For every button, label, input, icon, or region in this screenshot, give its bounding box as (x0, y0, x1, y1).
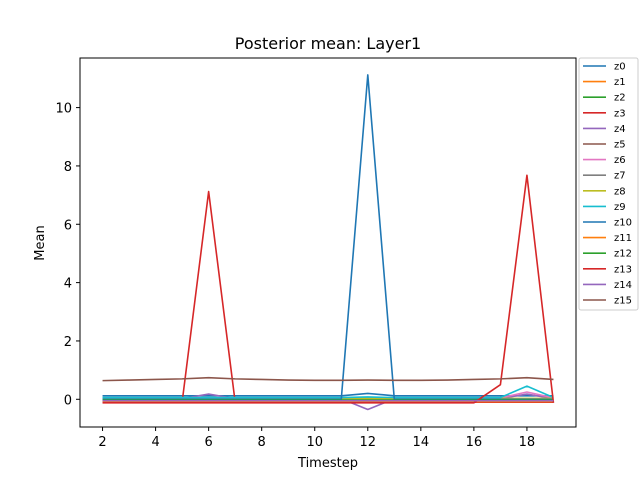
legend-label-z13: z13 (614, 264, 632, 275)
series-line-z13 (102, 174, 555, 404)
series-line-z9 (102, 385, 554, 399)
x-tick-label: 16 (466, 435, 483, 450)
plot-lines (102, 74, 555, 411)
y-tick-label: 0 (64, 393, 72, 408)
x-tick-label: 18 (519, 435, 536, 450)
series-line-z3 (102, 190, 554, 404)
series-line-z10 (102, 74, 554, 401)
y-tick-label: 8 (64, 160, 72, 175)
legend-label-z9: z9 (614, 202, 626, 213)
y-axis-label: Mean (33, 225, 48, 260)
legend-label-z7: z7 (614, 171, 626, 182)
y-tick-label: 2 (64, 335, 72, 350)
legend-label-z4: z4 (614, 124, 626, 135)
legend-label-z2: z2 (614, 93, 626, 104)
legend-label-z14: z14 (614, 280, 632, 291)
legend-label-z15: z15 (614, 296, 632, 307)
x-tick-label: 14 (413, 435, 430, 450)
legend-label-z0: z0 (614, 62, 626, 73)
legend-label-z11: z11 (614, 233, 632, 244)
legend-label-z1: z1 (614, 77, 626, 88)
x-axis-ticks: 2 4 6 8 10 12 14 16 18 (98, 427, 535, 450)
x-tick-label: 2 (98, 435, 106, 450)
x-axis-label: Timestep (297, 456, 358, 471)
chart-title: Posterior mean: Layer1 (235, 34, 421, 53)
legend-label-z10: z10 (614, 218, 632, 229)
x-tick-label: 8 (258, 435, 266, 450)
y-tick-label: 4 (64, 277, 72, 292)
series-line-z0 (102, 392, 554, 397)
legend-label-z5: z5 (614, 140, 626, 151)
series-line-z15 (102, 376, 554, 382)
plot-frame (79, 57, 577, 428)
legend-label-z8: z8 (614, 186, 626, 197)
x-tick-label: 4 (151, 435, 159, 450)
legend-label-z6: z6 (614, 155, 626, 166)
y-axis-ticks: 0 2 4 6 8 10 (55, 102, 80, 408)
x-tick-label: 10 (306, 435, 323, 450)
y-tick-label: 10 (55, 102, 72, 117)
legend-box (578, 57, 639, 311)
x-tick-label: 12 (360, 435, 377, 450)
x-tick-label: 6 (205, 435, 213, 450)
legend: z0 z1 z2 z3 z4 z5 z6 z7 z8 z9 z10 z11 z12 z13 z14 z15 (578, 57, 639, 311)
y-tick-label: 6 (64, 218, 72, 233)
legend-label-z12: z12 (614, 249, 632, 260)
legend-label-z3: z3 (614, 108, 626, 119)
